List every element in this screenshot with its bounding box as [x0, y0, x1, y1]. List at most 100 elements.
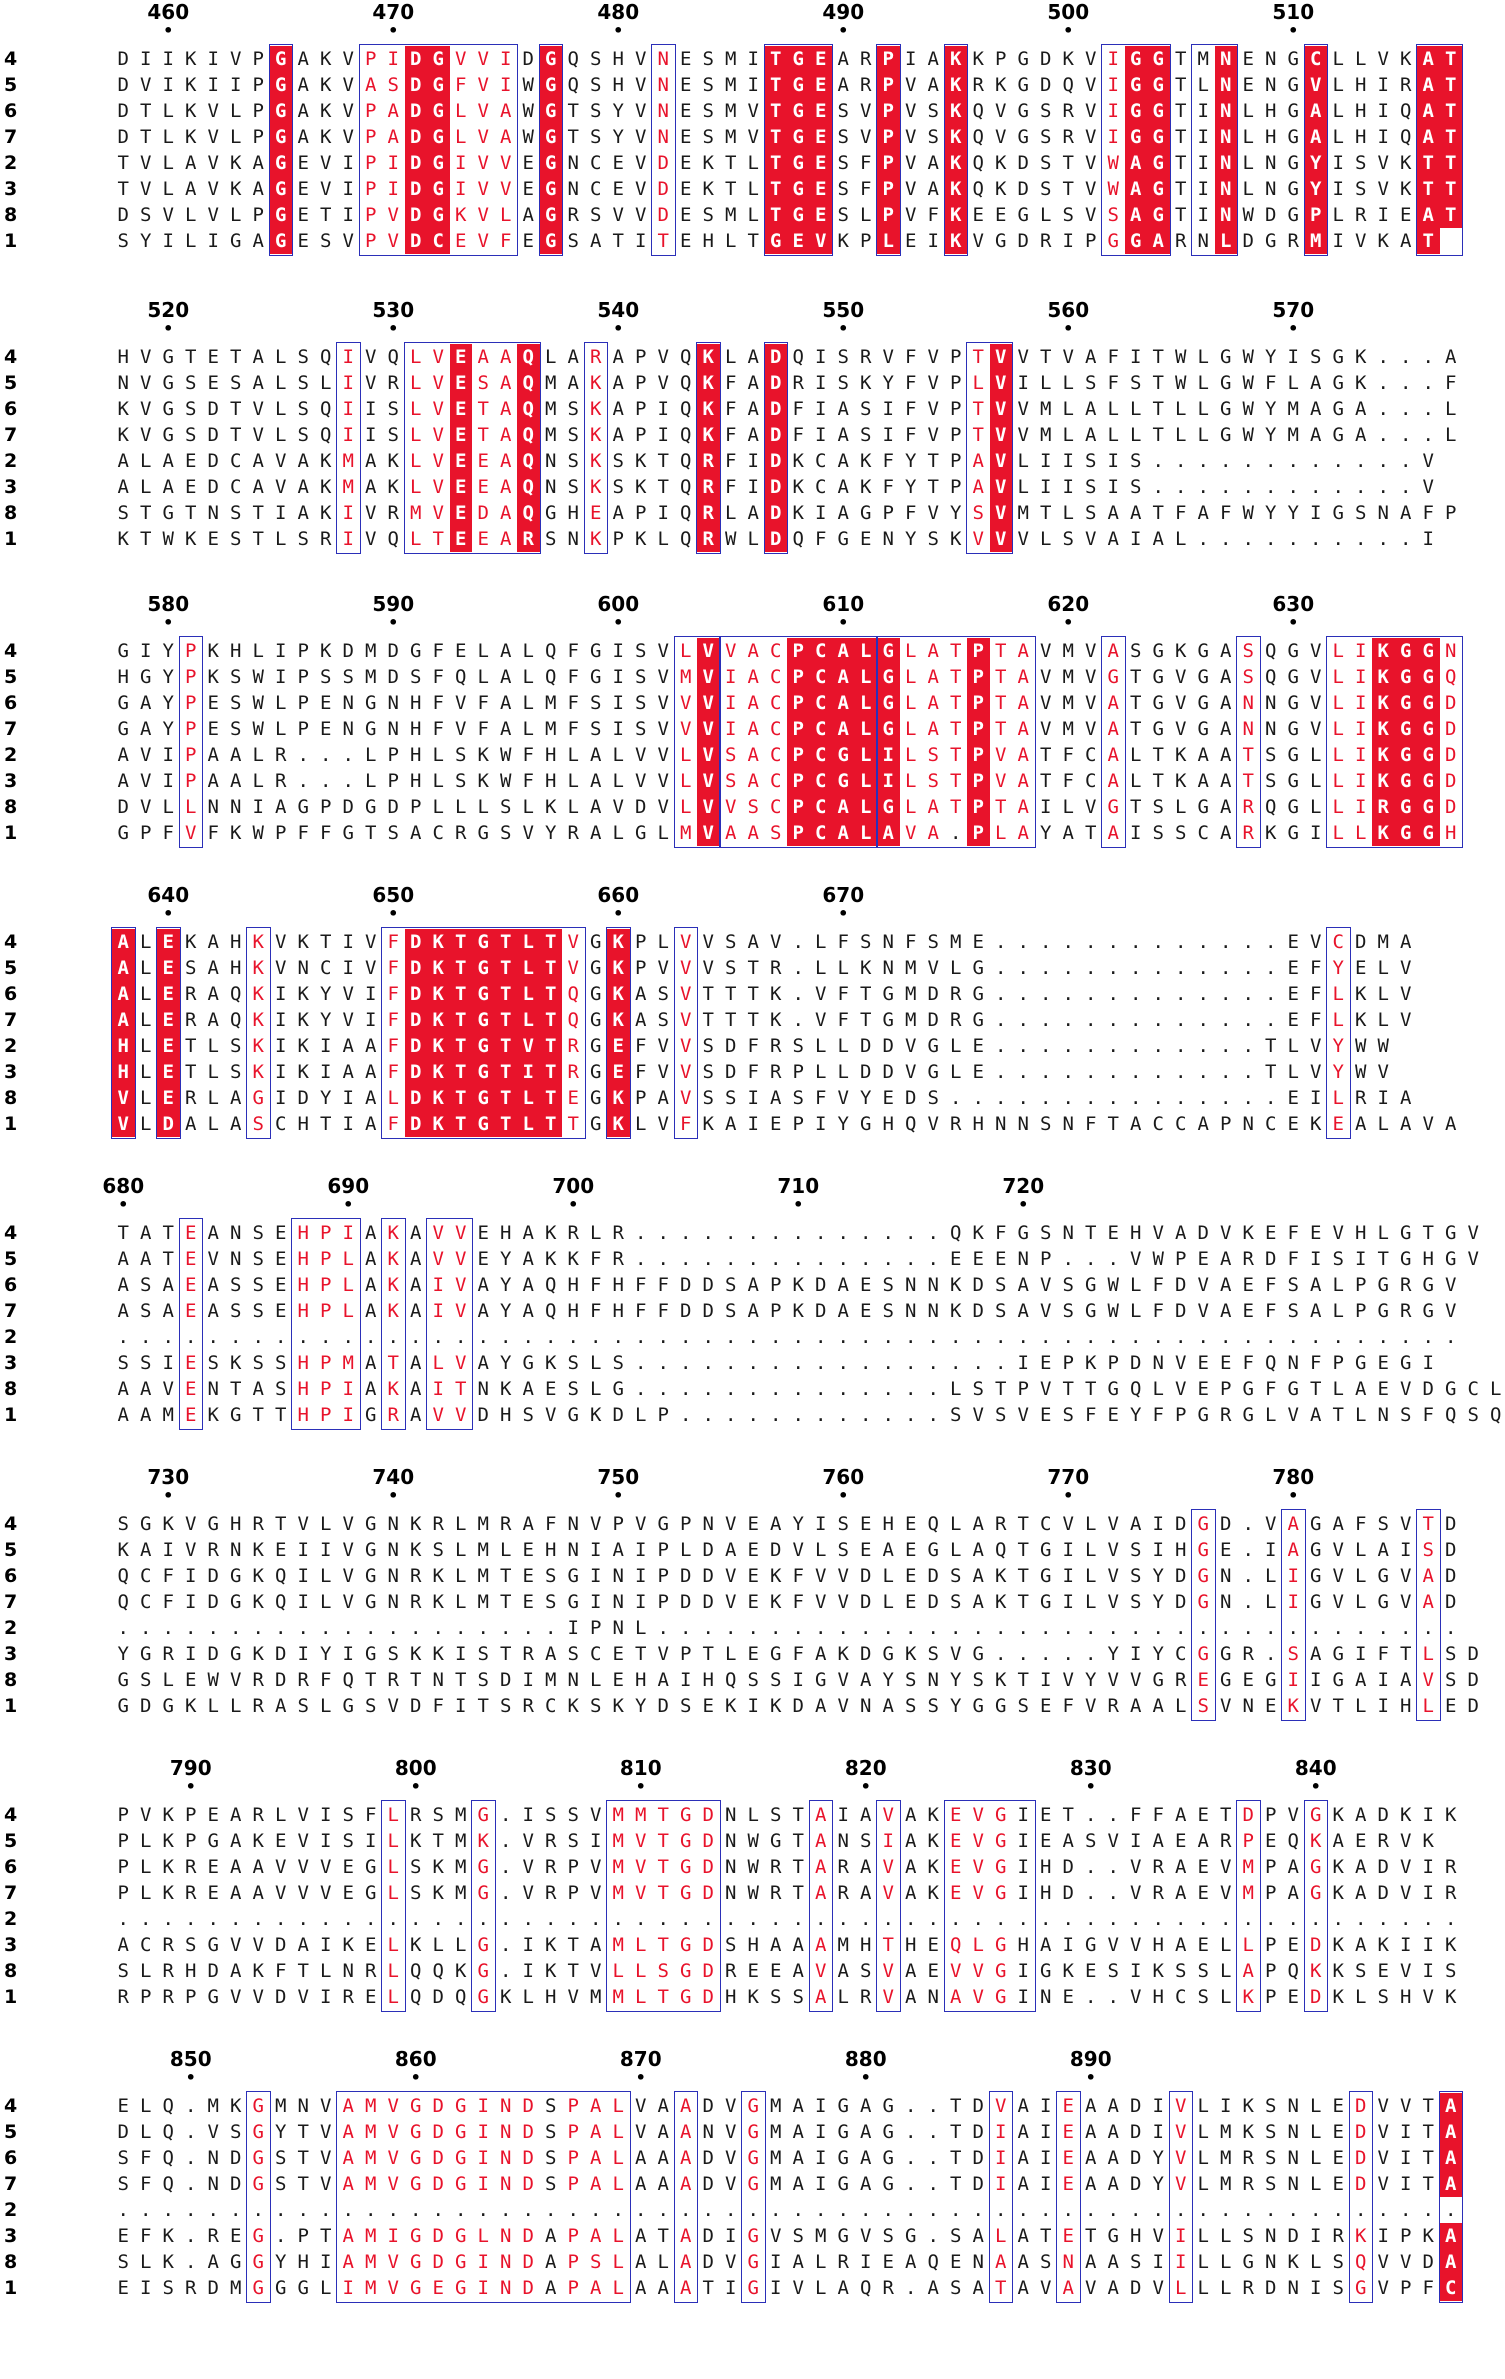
- residue: A: [365, 1222, 377, 1244]
- residue: A: [365, 74, 377, 96]
- residue: G: [1147, 72, 1170, 98]
- residue: V: [140, 152, 152, 174]
- sequence-label: 5: [4, 74, 18, 96]
- residue: E: [275, 1222, 287, 1244]
- residue: L: [1242, 152, 1254, 174]
- residue: G: [1394, 820, 1417, 846]
- residue: F: [387, 1113, 399, 1135]
- alignment-block: 790 • 800 • 810 • 820 • 830 • 840 • 4 P V K P E A R L V I S F L R S…: [0, 1756, 1505, 2014]
- residue: D: [702, 1934, 714, 1956]
- residue: G: [1445, 1248, 1457, 1270]
- residue: A: [1355, 1934, 1367, 1956]
- residue: V: [995, 2095, 1007, 2117]
- residue: V: [320, 1856, 332, 1878]
- residue: T: [657, 1856, 669, 1878]
- residue: D: [702, 1856, 714, 1878]
- residue: .: [635, 1326, 647, 1348]
- residue: K: [995, 1591, 1007, 1613]
- residue: A: [365, 1300, 377, 1322]
- residue: Q: [1265, 640, 1277, 662]
- tick-label: 670: [822, 883, 865, 907]
- residue: G: [455, 2277, 467, 2299]
- residue: S: [252, 1274, 264, 1296]
- residue: K: [837, 230, 849, 252]
- residue: V: [207, 204, 219, 226]
- residue: D: [770, 1539, 782, 1561]
- residue: G: [657, 1513, 669, 1535]
- residue: T: [1062, 1804, 1074, 1826]
- residue: A: [590, 822, 602, 844]
- residue: P: [297, 2225, 309, 2247]
- residue: G: [837, 2173, 849, 2195]
- residue: .: [567, 2199, 579, 2221]
- residue: I: [1017, 1804, 1029, 1826]
- residue: V: [882, 1804, 894, 1826]
- residue: L: [432, 1352, 444, 1374]
- residue: E: [860, 1300, 872, 1322]
- residue: V: [1040, 2277, 1052, 2299]
- residue: N: [1377, 1404, 1389, 1426]
- residue: .: [1197, 983, 1209, 1005]
- position-tick: 620 •: [1038, 592, 1098, 631]
- sequence-label: 2: [4, 744, 18, 766]
- residue: E: [747, 1960, 759, 1982]
- residue: S: [590, 718, 602, 740]
- residue: E: [275, 1539, 287, 1561]
- residue: .: [342, 2199, 354, 2221]
- residue: C: [275, 1113, 287, 1135]
- residue: Y: [162, 718, 174, 740]
- residue: L: [1242, 126, 1254, 148]
- residue: V: [950, 1643, 962, 1665]
- residue: D: [230, 2147, 242, 2169]
- residue: G: [995, 230, 1007, 252]
- residue: M: [1287, 398, 1299, 420]
- residue: E: [449, 370, 472, 396]
- residue: A: [365, 1113, 377, 1135]
- residue: V: [837, 1669, 849, 1691]
- residue: D: [612, 1404, 624, 1426]
- residue: S: [117, 1513, 129, 1535]
- residue: L: [1220, 2225, 1232, 2247]
- residue: A: [365, 1248, 377, 1270]
- residue: G: [427, 176, 450, 202]
- residue: L: [140, 1061, 152, 1083]
- residue: F: [882, 476, 894, 498]
- residue: S: [477, 1669, 489, 1691]
- residue: V: [1085, 692, 1097, 714]
- residue: T: [1175, 204, 1187, 226]
- residue: T: [387, 1352, 399, 1374]
- residue: .: [837, 1908, 849, 1930]
- residue: I: [387, 48, 399, 70]
- residue: S: [1265, 2095, 1277, 2117]
- residue: S: [837, 178, 849, 200]
- residue: A: [950, 1986, 962, 2008]
- residue: L: [1355, 1539, 1367, 1561]
- residue: A: [747, 502, 759, 524]
- residue: V: [1377, 1061, 1389, 1083]
- residue: I: [275, 1087, 287, 1109]
- residue: E: [185, 476, 197, 498]
- tick-label: 500: [1047, 0, 1090, 24]
- residue: L: [815, 1061, 827, 1083]
- residue: P: [792, 1061, 804, 1083]
- residue: A: [1439, 2249, 1462, 2275]
- residue: G: [927, 1035, 939, 1057]
- residue: E: [455, 640, 467, 662]
- residue: V: [1400, 1960, 1412, 1982]
- residue: T: [1085, 1222, 1097, 1244]
- residue: H: [297, 1113, 309, 1135]
- residue: N: [702, 1513, 714, 1535]
- residue: V: [657, 796, 669, 818]
- residue: A: [1355, 1669, 1367, 1691]
- residue: I: [635, 230, 647, 252]
- tick-label: 490: [822, 0, 865, 24]
- residue: .: [1287, 528, 1299, 550]
- residue: H: [297, 1352, 309, 1374]
- residue: S: [837, 1539, 849, 1561]
- residue: .: [1242, 2199, 1254, 2221]
- residue: M: [1040, 424, 1052, 446]
- residue: T: [140, 528, 152, 550]
- residue: I: [877, 742, 900, 768]
- residue: S: [230, 2121, 242, 2143]
